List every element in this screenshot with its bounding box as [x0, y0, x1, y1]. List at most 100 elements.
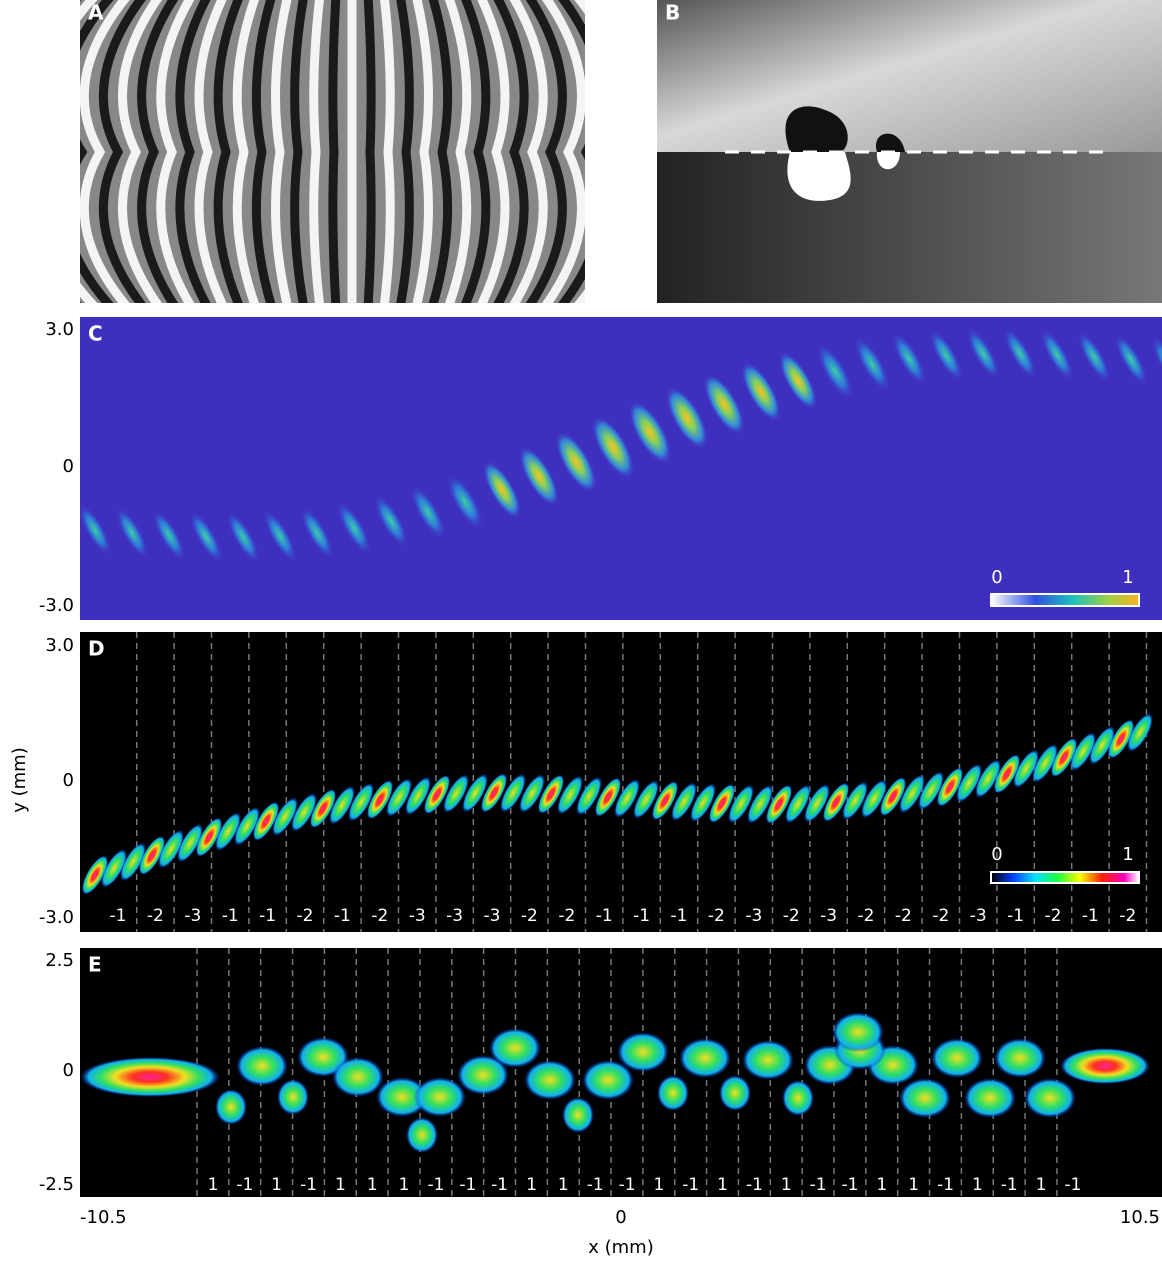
charge-label: -2	[558, 906, 575, 926]
charge-label: -3	[745, 906, 762, 926]
intensity-lobe	[196, 817, 222, 857]
intensity-lobe	[633, 780, 659, 819]
intensity-lobe	[519, 774, 545, 814]
intensity-lobe	[823, 782, 849, 822]
fringe	[444, 0, 472, 303]
intensity-lobe	[1003, 326, 1037, 380]
intensity-lobe	[189, 510, 223, 564]
charge-label: -3	[184, 906, 201, 926]
panel-label: A	[88, 1, 104, 25]
charge-label: -2	[1119, 906, 1136, 926]
intensity-lobe	[880, 777, 906, 817]
charge-label: -1	[746, 1175, 763, 1195]
intensity-lobe	[177, 823, 203, 863]
intensity-lobe	[918, 771, 944, 811]
charge-label: -3	[446, 906, 463, 926]
charge-label: 1	[271, 1175, 282, 1195]
fringe	[541, 0, 585, 303]
intensity-lobe	[709, 783, 735, 823]
y-tick-label: 0	[63, 456, 74, 477]
charge-label: 1	[558, 1175, 569, 1195]
charge-label: -1	[259, 906, 276, 926]
charge-label: -2	[783, 906, 800, 926]
intensity-lobe	[742, 1040, 794, 1080]
fringe	[380, 0, 395, 303]
intensity-lobe	[582, 1060, 634, 1100]
y-axis-label: y (mm)	[9, 747, 30, 813]
intensity-lobe	[82, 855, 108, 895]
charge-label: 1	[908, 1175, 919, 1195]
charge-label: 1	[526, 1175, 537, 1195]
intensity-lobe	[348, 782, 374, 822]
x-axis-label: x (mm)	[588, 1237, 654, 1258]
intensity-lobe	[1051, 738, 1077, 778]
intensity-lobe	[299, 506, 335, 560]
y-tick-label: -3.0	[39, 907, 74, 928]
y-tick-label: 3.0	[45, 319, 74, 340]
charge-label: -1	[427, 1175, 444, 1195]
intensity-lobe	[376, 1077, 428, 1117]
intensity-lobe	[406, 1117, 438, 1153]
intensity-lobe	[899, 774, 925, 814]
intensity-lobe	[690, 783, 716, 823]
intensity-lobe	[1089, 725, 1115, 765]
intensity-lobe	[975, 759, 1001, 799]
charge-label: -1	[810, 1175, 827, 1195]
fringe	[396, 0, 414, 303]
intensity-lobe	[965, 326, 1001, 381]
intensity-lobe	[386, 778, 412, 818]
intensity-lobe	[1070, 732, 1096, 772]
fringe	[0, 0, 48, 308]
intensity-lobe	[457, 1055, 509, 1095]
charge-label: 1	[367, 1175, 378, 1195]
charge-label: -3	[820, 906, 837, 926]
intensity-lobe	[277, 1079, 309, 1115]
fringe	[309, 0, 324, 303]
intensity-lobe	[1151, 336, 1162, 389]
fringe	[412, 0, 433, 303]
intensity-lobe	[861, 779, 887, 819]
charge-label: -1	[110, 906, 127, 926]
intensity-lobe	[236, 1046, 288, 1086]
charge-label: 1	[972, 1175, 983, 1195]
charge-label: -1	[671, 906, 688, 926]
fringe	[80, 0, 82, 303]
charge-label: -2	[1045, 906, 1062, 926]
fringe	[363, 0, 376, 303]
intensity-lobe	[414, 1077, 466, 1117]
intensity-lobe	[703, 373, 745, 436]
intensity-lobe	[409, 484, 447, 541]
intensity-lobe	[652, 781, 678, 821]
y-tick-label: 0	[63, 1060, 74, 1081]
charge-label: -1	[682, 1175, 699, 1195]
intensity-lobe	[538, 774, 564, 814]
intensity-lobe	[956, 763, 982, 803]
intensity-lobe	[336, 501, 372, 555]
y-tick-label: 3.0	[45, 635, 74, 656]
intensity-lobe	[853, 336, 891, 392]
charge-label: -1	[937, 1175, 954, 1195]
fringe	[98, 0, 146, 303]
charge-label: -3	[970, 906, 987, 926]
charge-label: -3	[409, 906, 426, 926]
intensity-lobe	[617, 1032, 669, 1072]
fringe	[290, 0, 308, 303]
charge-label: -1	[300, 1175, 317, 1195]
intensity-lobe	[443, 774, 469, 814]
intensity-lobe	[1077, 330, 1111, 384]
fringe	[525, 0, 567, 303]
y-tick-label: 2.5	[45, 950, 74, 971]
intensity-lobe	[215, 1089, 247, 1125]
intensity-lobe	[1127, 713, 1153, 752]
intensity-lobe	[614, 778, 640, 818]
intensity-lobe	[1040, 328, 1074, 382]
fringe	[194, 0, 227, 303]
intensity-lobe	[562, 1097, 594, 1133]
intensity-lobe	[462, 773, 488, 813]
y-tick-label: 0	[63, 770, 74, 791]
intensity-lobe	[595, 777, 621, 817]
intensity-lobe	[152, 508, 186, 562]
charge-label: -1	[334, 906, 351, 926]
fringe	[137, 0, 179, 303]
